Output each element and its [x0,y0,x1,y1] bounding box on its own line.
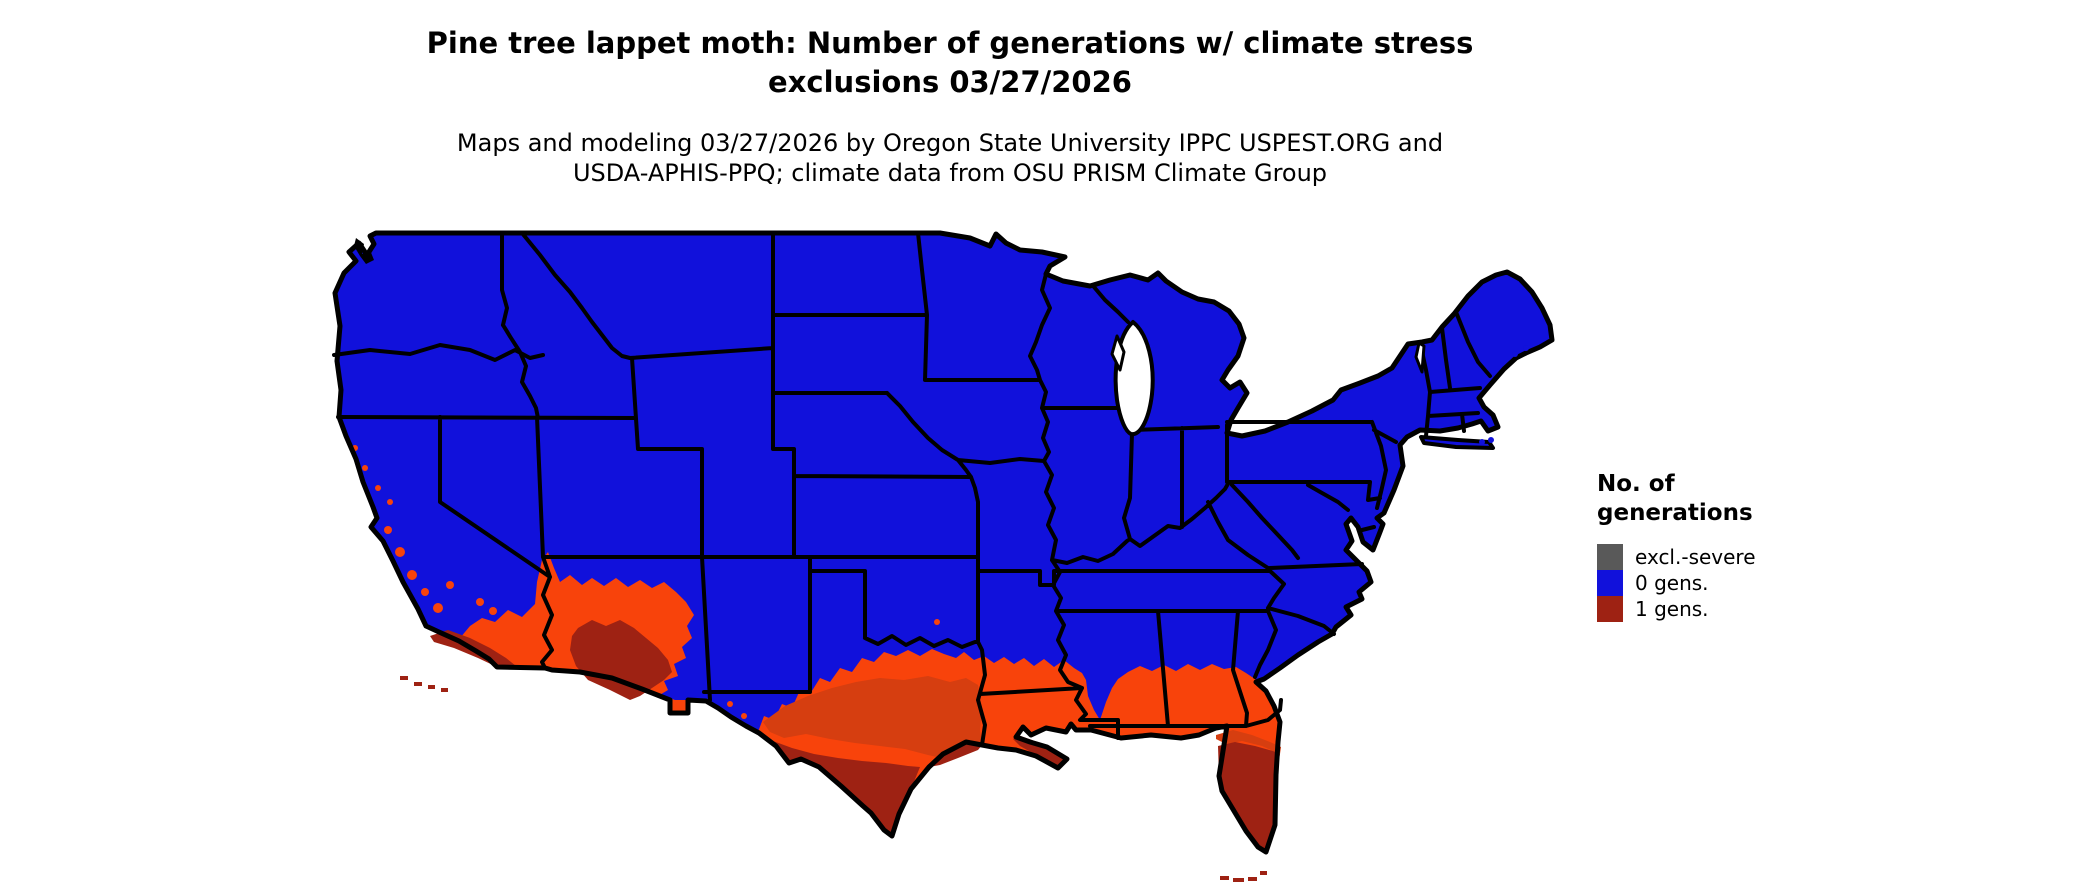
coastal-islands [1479,345,1529,445]
florida-mid-band [1216,730,1281,754]
texas-coast-dark-strip [929,742,982,767]
legend-item-0-gens: 0 gens. [1597,570,1957,596]
legend-title-line1: No. of [1597,471,1675,497]
legend-title: No. of generations [1597,470,1957,528]
legend-label-0-gens: 0 gens. [1635,571,1709,595]
arizona-dark-red [570,620,672,700]
florida-dark-red [1218,742,1280,852]
heading-block: Pine tree lappet moth: Number of generat… [0,24,1900,188]
state-borders [332,231,1492,747]
long-island [1419,435,1495,450]
map-subtitle: Maps and modeling 03/27/2026 by Oregon S… [0,128,1900,188]
channel-islands [400,676,448,692]
legend-label-excl-severe: excl.-severe [1635,545,1756,569]
legend: No. of generations excl.-severe 0 gens. … [1597,470,1957,622]
map-title-line2: exclusions 03/27/2026 [768,65,1132,99]
map-title: Pine tree lappet moth: Number of generat… [0,24,1900,102]
map-subtitle-line2: USDA-APHIS-PPQ; climate data from OSU PR… [572,159,1328,187]
puget-sound [354,238,374,264]
legend-swatch-0-gens [1597,570,1623,596]
legend-item-excl-severe: excl.-severe [1597,544,1957,570]
legend-title-line2: generations [1597,500,1753,526]
lake-michigan [1113,320,1155,437]
legend-item-1-gens: 1 gens. [1597,596,1957,622]
lake-champlain [1414,341,1426,374]
map-subtitle-line1: Maps and modeling 03/27/2026 by Oregon S… [456,129,1444,157]
conus-outline [332,230,1555,855]
scattered-orange-specks [352,445,940,719]
legend-swatch-excl-severe [1597,544,1623,570]
us-generations-map [332,230,1555,882]
legend-label-1-gens: 1 gens. [1635,597,1709,621]
map-title-line1: Pine tree lappet moth: Number of generat… [426,26,1474,60]
legend-swatch-1-gens [1597,596,1623,622]
green-bay [1110,334,1126,372]
texas-mid-band [763,676,982,760]
legend-items: excl.-severe 0 gens. 1 gens. [1597,544,1957,622]
florida-keys [1220,871,1267,882]
us-map-container [330,230,1570,890]
